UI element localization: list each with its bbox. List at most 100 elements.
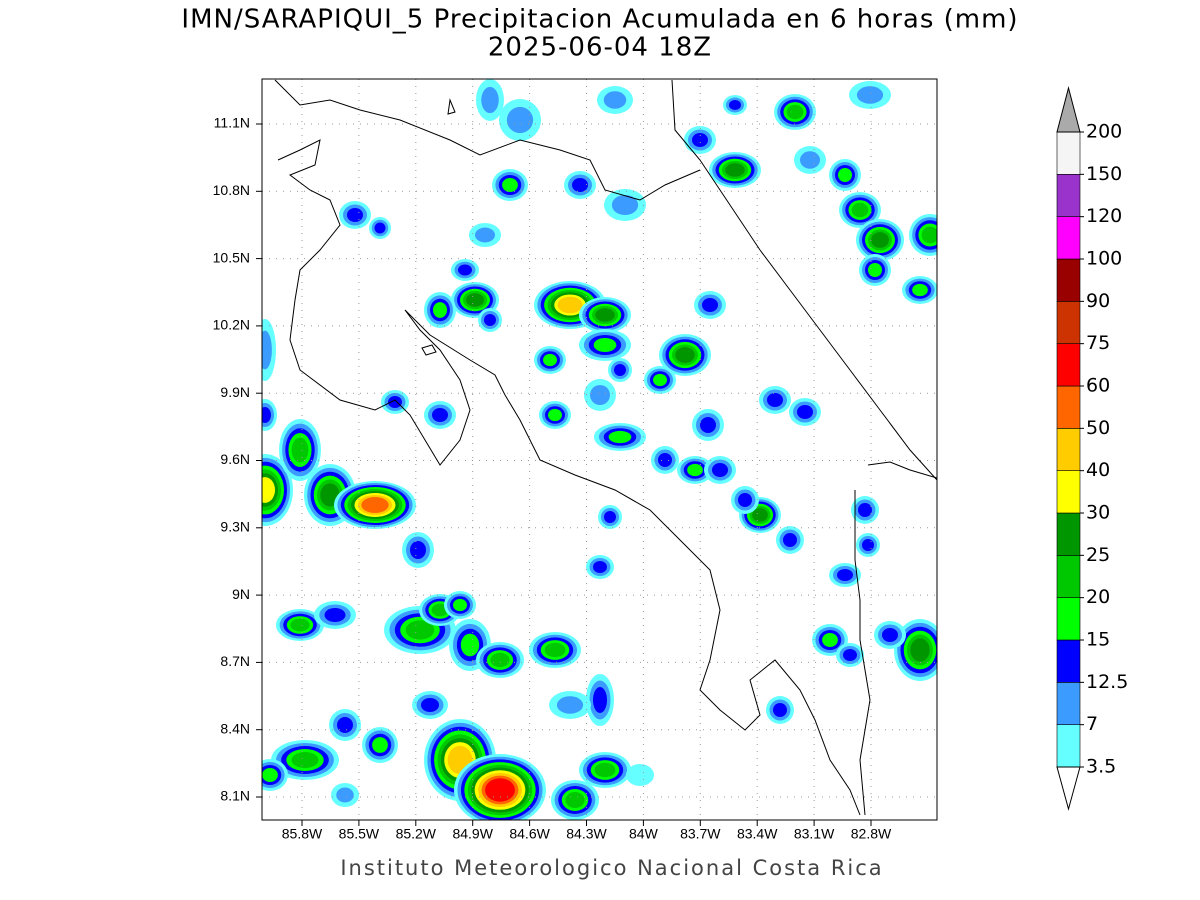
rain-contour: [432, 408, 448, 422]
rain-contour: [291, 752, 319, 768]
rain-contour: [614, 364, 626, 376]
rain-contour: [687, 463, 703, 477]
rain-contour: [475, 227, 495, 243]
lat-label: 8.1N: [220, 788, 250, 804]
rain-contour: [797, 405, 813, 419]
rain-contour: [837, 569, 853, 581]
colorbar-segment: [1056, 131, 1081, 175]
rain-contour: [608, 430, 632, 444]
lon-label: 84W: [629, 826, 659, 842]
rain-contour: [882, 628, 898, 642]
rain-contour: [594, 762, 616, 778]
rain-contour: [410, 541, 426, 559]
colorbar-label: 30: [1086, 502, 1110, 524]
border: [274, 79, 701, 201]
rain-contour: [337, 717, 353, 733]
lon-label: 85.5W: [339, 826, 380, 842]
rain-contour: [405, 620, 435, 640]
rain-contour: [290, 618, 310, 632]
colorbar-segment: [1056, 174, 1081, 217]
colorbar-label: 40: [1086, 459, 1110, 481]
colorbar-label: 60: [1086, 375, 1110, 397]
rain-contour: [800, 151, 820, 169]
precipitation-field: [262, 79, 937, 820]
rain-contour: [347, 208, 363, 222]
coastlines: [274, 79, 937, 816]
rain-contour: [851, 202, 869, 218]
lon-label: 84.6W: [509, 826, 550, 842]
rain-contour: [604, 511, 616, 523]
rain-contour: [658, 453, 672, 467]
map-title: IMN/SARAPIQUI_5 Precipitacion Acumulada …: [181, 5, 1018, 35]
rain-contour: [773, 703, 787, 717]
colorbar-label: 75: [1086, 332, 1110, 354]
rain-contour: [548, 408, 562, 422]
colorbar-label: 150: [1086, 163, 1122, 185]
colorbar-segment: [1056, 301, 1081, 344]
rain-contour: [862, 539, 874, 551]
rain-contour: [700, 417, 716, 433]
rain-contour: [453, 598, 467, 612]
rain-contour: [388, 396, 402, 408]
colorbar-segment: [1056, 470, 1081, 514]
rain-contour: [910, 638, 930, 662]
rain-contour: [725, 163, 745, 177]
colorbar-segment: [1056, 216, 1081, 260]
colorbar-segment: [1056, 555, 1081, 598]
lat-label: 10.5N: [213, 249, 250, 265]
rain-contour: [653, 373, 667, 387]
rain-contour: [374, 222, 386, 234]
colorbar-label: 100: [1086, 248, 1122, 270]
rain-contour: [262, 477, 275, 503]
rain-contour: [712, 463, 728, 477]
colorbar-label: 90: [1086, 290, 1110, 312]
rain-contour: [593, 338, 617, 352]
colorbar-segment: [1056, 385, 1081, 429]
rain-contour: [565, 792, 585, 808]
lat-label: 9.6N: [220, 451, 250, 467]
colorbar-label: 3.5: [1086, 756, 1116, 778]
rain-contour: [324, 608, 346, 622]
colorbar-segment: [1056, 428, 1081, 471]
lon-label: 83.7W: [680, 826, 721, 842]
rain-contour: [421, 698, 439, 712]
colorbar-label: 25: [1086, 544, 1110, 566]
rain-contour: [466, 293, 484, 307]
rain-contour: [838, 168, 852, 182]
colorbar: 3.5 7 12.5 15 20 25 30 40 50 60 75 90 100 120 150 200: [1056, 86, 1128, 811]
rain-contour: [626, 764, 654, 786]
lon-label: 83.1W: [794, 826, 835, 842]
rain-contour: [557, 296, 583, 314]
rain-contour: [490, 652, 510, 668]
rain-contour: [611, 195, 639, 215]
rain-contour: [603, 91, 627, 109]
rain-contour: [767, 393, 783, 407]
rain-contour: [786, 104, 804, 120]
rain-contour: [291, 437, 309, 463]
rain-contour: [856, 86, 884, 104]
rain-contour: [556, 696, 584, 714]
border: [854, 461, 937, 816]
colorbar-label: 50: [1086, 417, 1110, 439]
rain-contour: [590, 385, 610, 405]
rain-contour: [572, 178, 588, 192]
lat-label: 10.8N: [213, 182, 250, 198]
rain-contour: [692, 133, 708, 147]
rain-contour: [702, 298, 718, 312]
rain-contour: [729, 100, 741, 110]
rain-contour: [433, 302, 447, 318]
lat-label: 10.2N: [213, 317, 250, 333]
rain-contour: [262, 768, 278, 782]
rain-contour: [595, 308, 615, 322]
map-subtitle: 2025-06-04 18Z: [488, 33, 712, 63]
rain-contour: [858, 503, 872, 517]
rain-contour: [593, 687, 607, 713]
rain-contour: [738, 493, 752, 507]
coastline: [277, 139, 861, 816]
lon-label: 83.4W: [737, 826, 778, 842]
lat-label: 8.7N: [220, 653, 250, 669]
colorbar-segment: [1056, 597, 1081, 641]
rain-contour: [752, 508, 768, 522]
colorbar-segment: [1056, 639, 1081, 683]
